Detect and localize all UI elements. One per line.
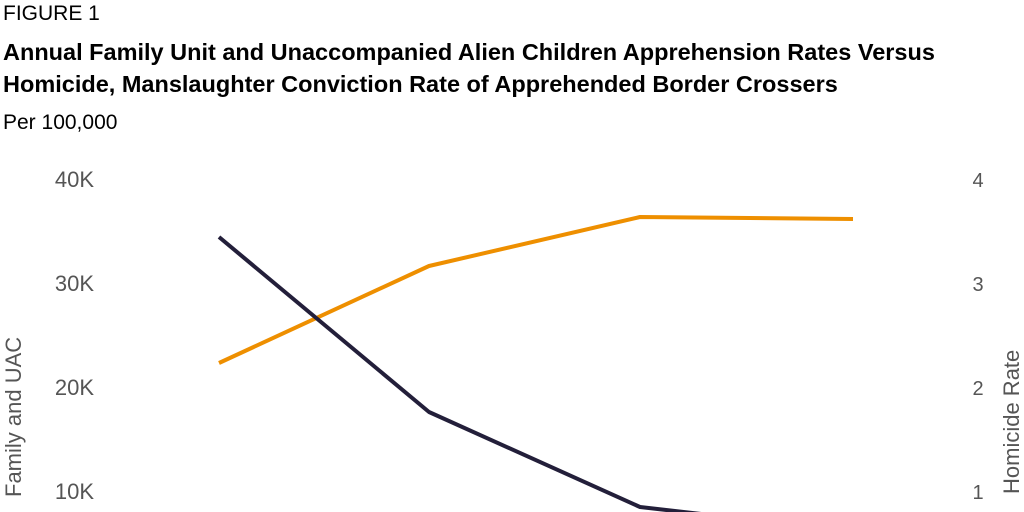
right-axis: 4 3 2 1 Homicide Rate (972, 170, 1024, 504)
chart-title-line2: Homicide, Manslaughter Conviction Rate o… (3, 71, 838, 97)
series-line-family-uac (218, 215, 854, 365)
chart-subtitle: Per 100,000 (3, 111, 118, 134)
chart-title-line1: Annual Family Unit and Unaccompanied Ali… (3, 39, 935, 65)
left-tick-30k: 30K (55, 271, 94, 296)
left-axis: 40K 30K 20K 10K Family and UAC (1, 167, 94, 504)
right-tick-2: 2 (972, 378, 983, 400)
right-axis-title: Homicide Rate (999, 350, 1024, 494)
left-tick-10k: 10K (55, 479, 94, 504)
left-axis-title: Family and UAC (1, 337, 26, 497)
right-tick-1: 1 (972, 482, 983, 504)
chart-title: Annual Family Unit and Unaccompanied Ali… (3, 36, 1024, 100)
right-tick-4: 4 (972, 170, 983, 192)
right-tick-3: 3 (972, 274, 983, 296)
left-tick-40k: 40K (55, 167, 94, 192)
left-tick-20k: 20K (55, 375, 94, 400)
figure-label: FIGURE 1 (3, 2, 100, 25)
series-line-homicide-rate (217, 235, 702, 512)
